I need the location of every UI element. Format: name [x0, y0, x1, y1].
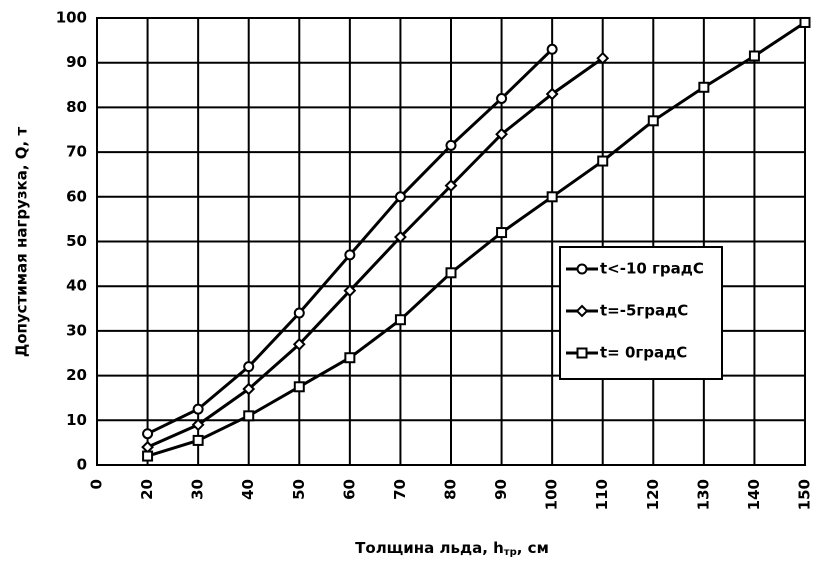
data-point — [293, 381, 305, 393]
data-point — [292, 337, 306, 351]
data-point — [394, 191, 406, 203]
data-point — [344, 352, 356, 364]
x-tick-label: 0 — [88, 479, 106, 489]
x-tick-label: 140 — [745, 479, 763, 510]
data-point — [546, 43, 558, 55]
y-tick-label: 90 — [66, 53, 87, 71]
x-label-end: , см — [517, 539, 549, 557]
data-point — [142, 428, 154, 440]
data-point — [445, 139, 457, 151]
y-axis-label: Допустимая нагрузка, Q, т — [13, 127, 31, 358]
data-point — [647, 115, 659, 127]
x-tick-label: 90 — [492, 479, 510, 500]
y-tick-label: 10 — [66, 411, 87, 429]
legend-label: t= 0градС — [600, 344, 687, 362]
x-tick-label: 150 — [796, 479, 814, 510]
y-tick-label: 30 — [66, 321, 87, 339]
data-point — [243, 361, 255, 373]
plot-frame — [96, 17, 806, 466]
data-point — [192, 403, 204, 415]
y-tick-label: 50 — [66, 232, 87, 250]
x-tick-label: 80 — [442, 479, 460, 500]
x-tick-label: 20 — [138, 479, 156, 500]
data-point — [596, 51, 610, 65]
x-tick-label: 120 — [644, 479, 662, 510]
x-label-main: Толщина льда, h — [355, 539, 504, 557]
data-point — [394, 314, 406, 326]
data-point — [394, 230, 407, 244]
data-point — [344, 249, 356, 261]
data-point — [243, 410, 255, 422]
data-point — [192, 434, 204, 446]
x-tick-label: 50 — [290, 479, 308, 500]
data-point — [496, 227, 508, 239]
data-point — [597, 155, 609, 167]
data-point — [799, 16, 811, 28]
y-tick-label: 40 — [66, 277, 87, 295]
data-point — [698, 81, 710, 93]
data-point — [444, 179, 458, 193]
data-point — [748, 50, 760, 62]
x-tick-label: 130 — [694, 479, 712, 510]
data-point — [191, 418, 205, 432]
legend-marker — [575, 304, 589, 318]
data-point — [545, 87, 559, 101]
x-tick-label: 100 — [543, 479, 561, 510]
legend-marker — [576, 347, 588, 359]
x-tick-label: 70 — [391, 479, 409, 500]
x-tick-label: 60 — [340, 479, 358, 500]
series-line — [147, 21, 806, 458]
x-axis-label: Толщина льда, hтр, см — [355, 539, 549, 559]
y-tick-label: 60 — [66, 187, 87, 205]
data-point — [546, 191, 558, 203]
legend-label: t=-5градС — [600, 302, 688, 320]
y-tick-label: 100 — [56, 9, 87, 27]
x-tick-label: 30 — [189, 479, 207, 500]
data-point — [496, 92, 508, 104]
x-label-sub: тр — [504, 547, 517, 558]
data-point — [445, 267, 457, 279]
y-tick-label: 20 — [66, 366, 87, 384]
legend-label: t<-10 градС — [600, 260, 704, 278]
x-tick-label: 40 — [239, 479, 257, 500]
series-line — [146, 57, 604, 449]
y-tick-label: 0 — [77, 456, 87, 474]
data-point — [242, 382, 256, 396]
data-point — [142, 450, 154, 462]
y-tick-label: 80 — [66, 98, 87, 116]
data-point — [495, 127, 508, 141]
data-point — [343, 284, 357, 298]
x-tick-label: 110 — [593, 479, 611, 510]
y-tick-label: 70 — [66, 143, 87, 161]
data-point — [293, 307, 305, 319]
legend-marker — [576, 263, 588, 275]
